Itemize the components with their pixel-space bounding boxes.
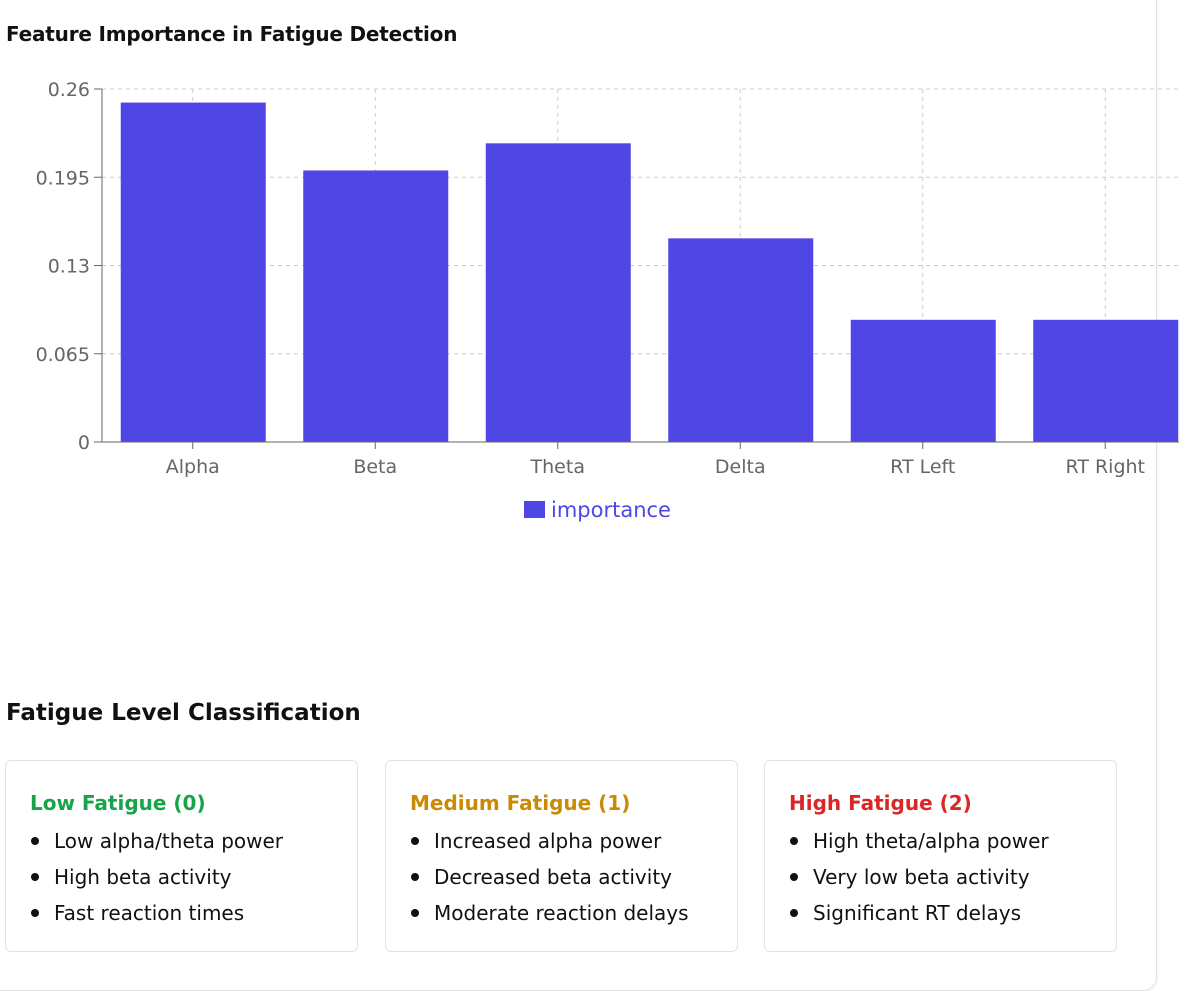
x-tick-label: RT Left	[890, 456, 955, 478]
legend-label: importance	[551, 498, 671, 522]
feature-importance-chart: 0 0.065 0.13 0.195 0.26 Alpha Beta Theta Delta RT…	[36, 79, 1179, 522]
level-list-medium: Increased alpha power Decreased beta act…	[410, 823, 737, 931]
level-card-high: High Fatigue (2) High theta/alpha power …	[764, 760, 1117, 952]
legend-swatch	[524, 501, 545, 518]
x-tick-label: Theta	[530, 456, 585, 478]
chart-title: Feature Importance in Fatigue Detection	[6, 22, 458, 46]
bar-rt-right	[1033, 319, 1179, 442]
level-card-low: Low Fatigue (0) Low alpha/theta power Hi…	[5, 760, 358, 952]
x-tick-label: Alpha	[166, 456, 220, 478]
y-tick-label: 0.195	[36, 167, 90, 189]
list-item: Increased alpha power	[411, 823, 737, 859]
bar-rt-left	[850, 319, 996, 442]
level-title-high: High Fatigue (2)	[789, 791, 972, 815]
bar-delta	[668, 238, 814, 442]
level-list-high: High theta/alpha power Very low beta act…	[789, 823, 1116, 931]
level-title-low: Low Fatigue (0)	[30, 791, 206, 815]
x-tick-label: RT Right	[1066, 456, 1146, 478]
list-item: Significant RT delays	[790, 895, 1116, 931]
list-item: Low alpha/theta power	[31, 823, 357, 859]
classification-title: Fatigue Level Classification	[6, 700, 361, 726]
list-item: High beta activity	[31, 859, 357, 895]
x-tick-label: Beta	[353, 456, 397, 478]
level-title-medium: Medium Fatigue (1)	[410, 791, 631, 815]
y-tick-label: 0.26	[48, 79, 90, 101]
bar-theta	[485, 143, 631, 443]
list-item: Very low beta activity	[790, 859, 1116, 895]
level-list-low: Low alpha/theta power High beta activity…	[30, 823, 357, 931]
x-tick-label: Delta	[715, 456, 766, 478]
list-item: Fast reaction times	[31, 895, 357, 931]
list-item: Decreased beta activity	[411, 859, 737, 895]
y-tick-label: 0.13	[48, 256, 90, 278]
bar-alpha	[120, 102, 266, 443]
bar-beta	[303, 170, 449, 442]
list-item: Moderate reaction delays	[411, 895, 737, 931]
y-tick-label: 0.065	[36, 344, 90, 366]
level-card-medium: Medium Fatigue (1) Increased alpha power…	[385, 760, 738, 952]
y-tick-label: 0	[78, 432, 90, 454]
list-item: High theta/alpha power	[790, 823, 1116, 859]
